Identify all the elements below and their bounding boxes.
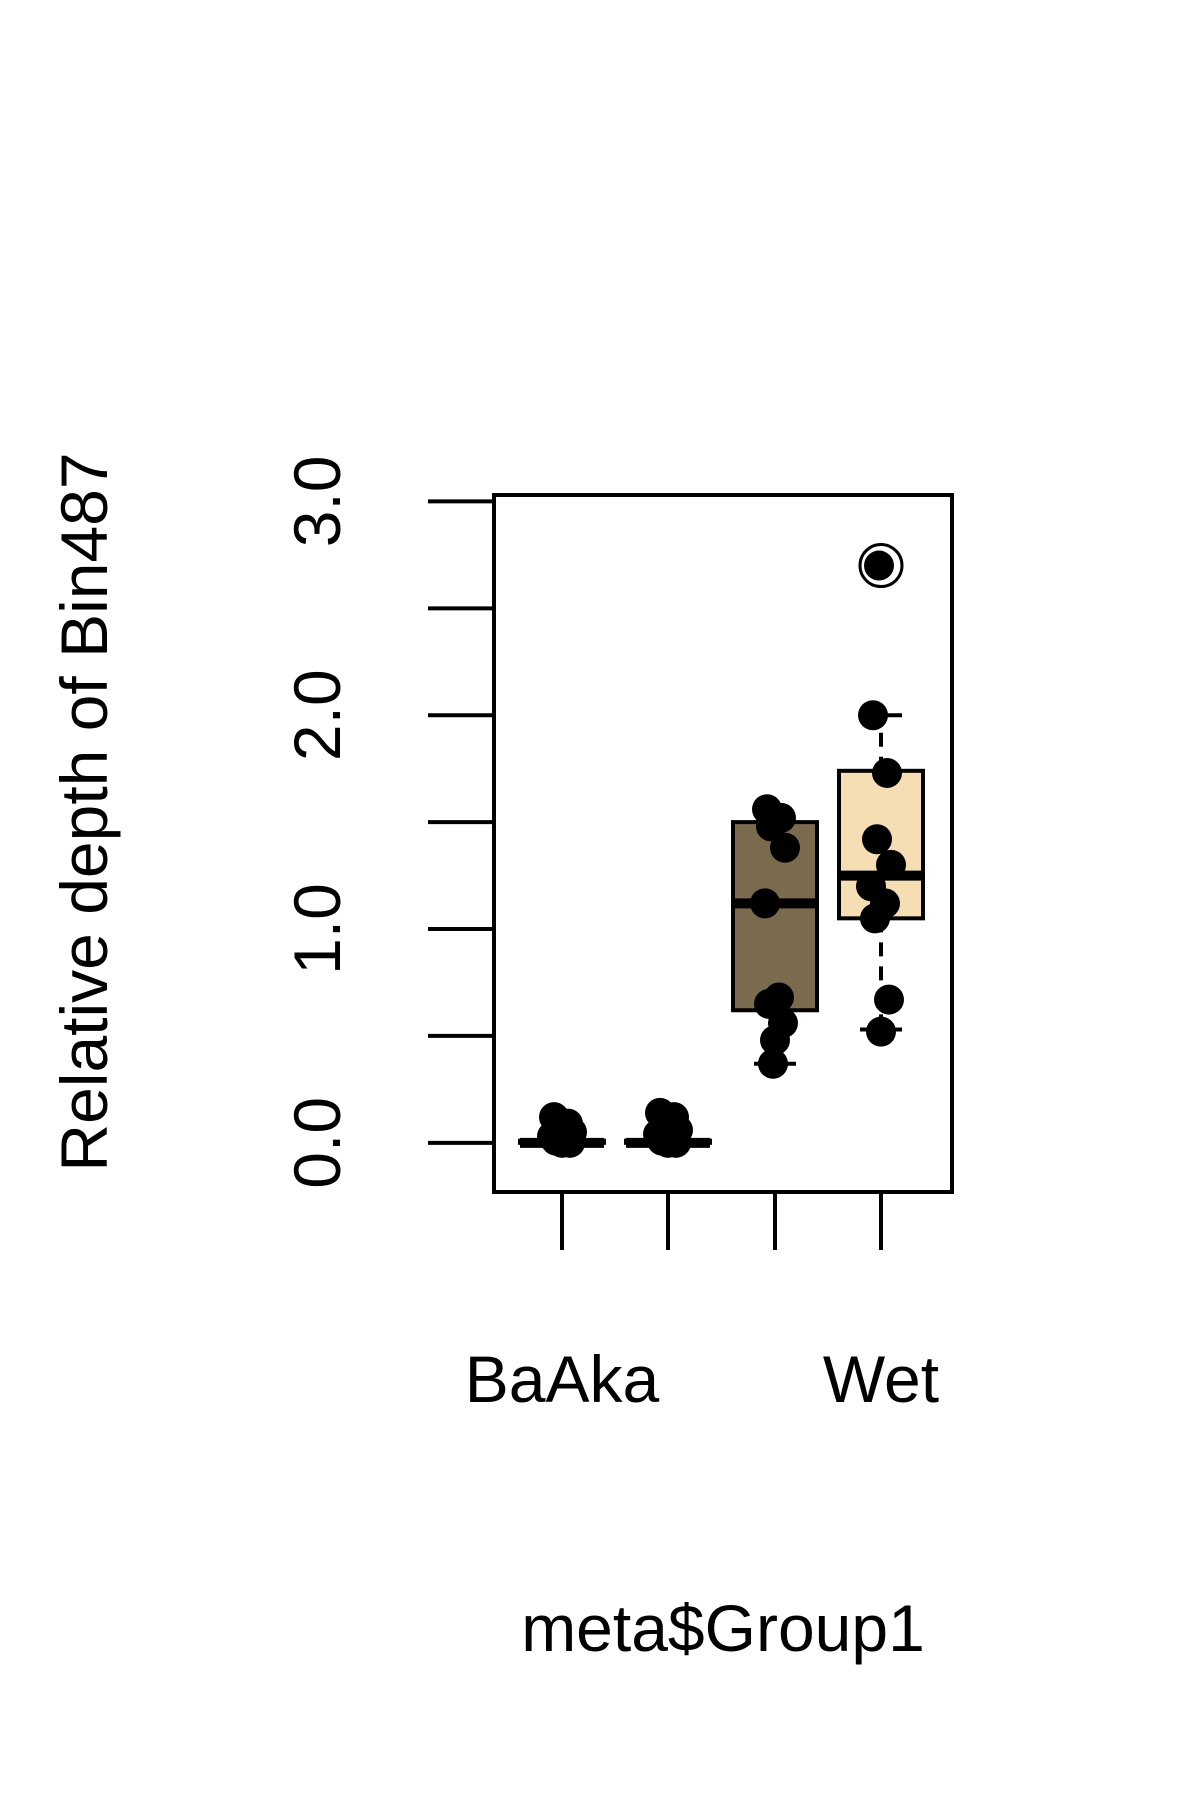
point-layer: [537, 543, 906, 1158]
x-axis: BaAka Wet: [465, 1192, 939, 1416]
data-point-2-8: [760, 1025, 790, 1056]
y-tick-label-2: 1.0: [280, 883, 354, 975]
data-point-3-1: [872, 757, 902, 788]
plot-frame: [492, 493, 954, 1194]
data-point-2-2: [756, 811, 786, 842]
data-point-3-0: [858, 700, 888, 731]
data-point-2-4: [750, 888, 780, 919]
y-tick-label-4: 2.0: [280, 669, 354, 761]
x-tick-label-3: Wet: [823, 1342, 939, 1416]
data-point-3-3: [876, 849, 906, 880]
y-axis-title: Relative depth of Bin487: [47, 452, 121, 1171]
data-point-1-8: [653, 1127, 683, 1158]
data-point-3-7: [874, 984, 904, 1015]
x-tick-label-0: BaAka: [465, 1342, 660, 1416]
y-tick-label-6: 3.0: [280, 456, 354, 548]
data-point-2-9: [758, 1048, 788, 1079]
data-point-2-3: [770, 832, 800, 863]
box-layer: [518, 713, 925, 1148]
y-tick-label-0: 0.0: [280, 1097, 354, 1189]
outlier-point-3-0: [864, 550, 894, 581]
x-axis-title: meta$Group1: [521, 1591, 925, 1665]
outlier-marker-3-0: [858, 543, 904, 589]
data-point-3-6: [860, 903, 890, 934]
data-point-0-8: [547, 1127, 577, 1158]
data-point-3-2: [862, 824, 892, 855]
y-axis: 0.0 1.0 2.0 3.0: [280, 456, 494, 1189]
data-point-3-8: [866, 1016, 896, 1047]
